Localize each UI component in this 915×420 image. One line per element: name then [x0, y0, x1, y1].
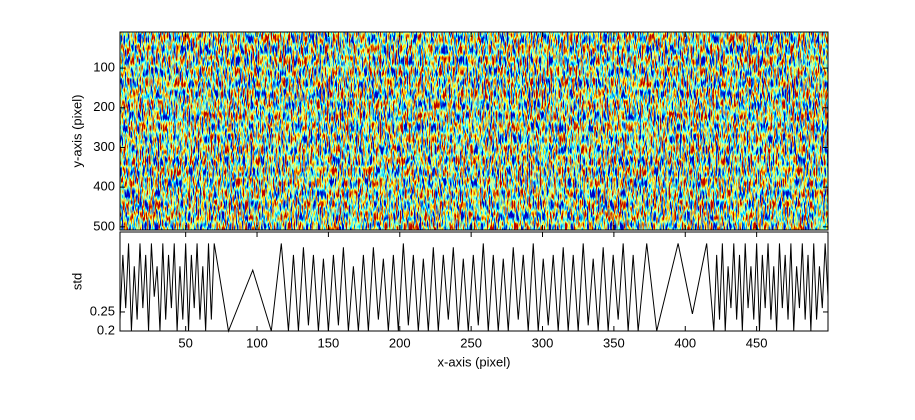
- y-tick-label: 300: [93, 139, 115, 154]
- y-tick-label: 500: [93, 218, 115, 233]
- noise-image: [120, 32, 828, 230]
- y-tick-label: 200: [93, 99, 115, 114]
- x-tick-label: 350: [603, 335, 625, 350]
- x-tick-label: 450: [746, 335, 768, 350]
- y-tick-label: 0.2: [97, 322, 115, 337]
- x-tick-label: 200: [389, 335, 411, 350]
- std-line: [119, 243, 829, 333]
- y-tick-label: 400: [93, 179, 115, 194]
- x-tick-label: 100: [246, 335, 268, 350]
- x-tick-label: 300: [532, 335, 554, 350]
- x-tick-label: 50: [178, 335, 192, 350]
- x-tick-label: 250: [460, 335, 482, 350]
- y-axis-label: y-axis (pixel): [69, 95, 84, 168]
- y-tick-label: 0.25: [90, 303, 115, 318]
- y-tick-label: 100: [93, 60, 115, 75]
- x-tick-label: 150: [318, 335, 340, 350]
- y-axis-label: std: [69, 273, 84, 290]
- x-axis-label: x-axis (pixel): [438, 354, 511, 369]
- x-tick-label: 400: [674, 335, 696, 350]
- axes-box: [119, 231, 829, 332]
- axes-box: [119, 31, 829, 231]
